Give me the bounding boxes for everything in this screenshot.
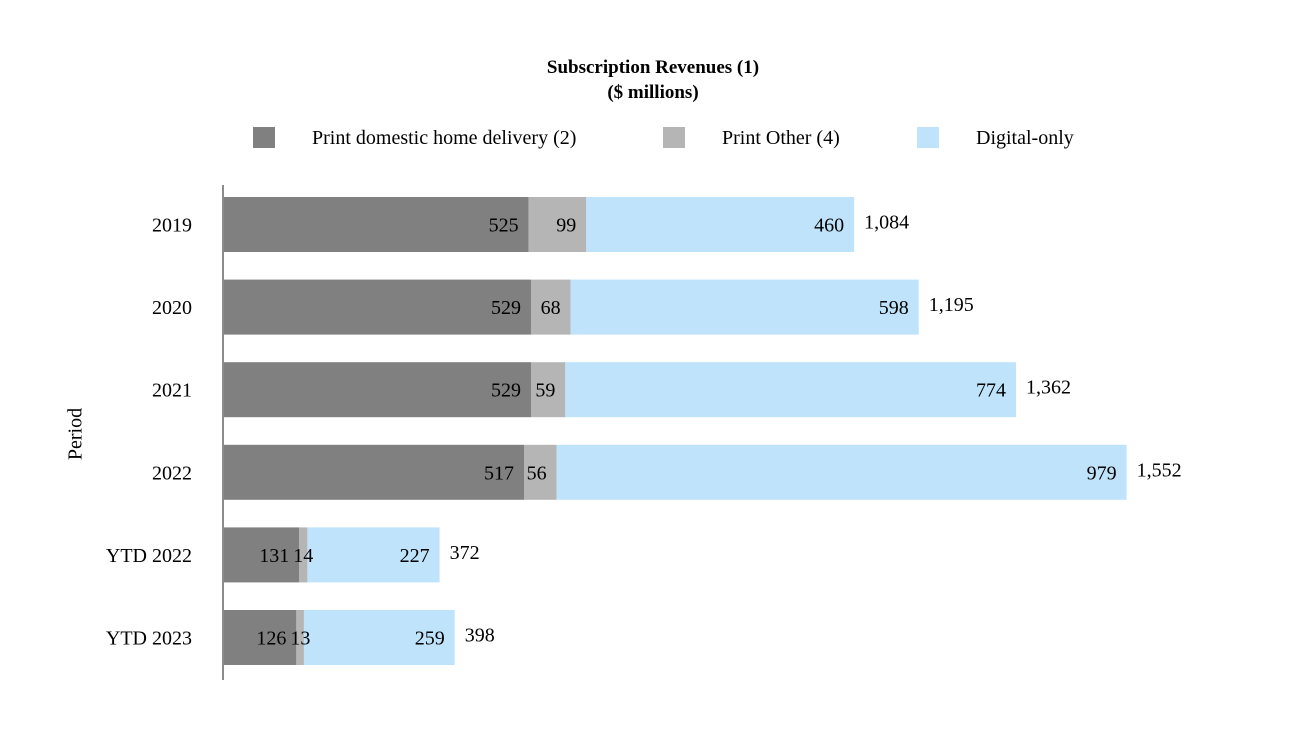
data-label: 126 xyxy=(256,628,286,650)
bar-segment xyxy=(223,197,529,252)
data-label: 59 xyxy=(535,380,555,402)
data-label: 774 xyxy=(976,380,1006,402)
data-label: 529 xyxy=(491,297,521,319)
bar-segment xyxy=(223,444,524,500)
total-label: 1,195 xyxy=(929,294,974,316)
bar-segment xyxy=(570,279,919,335)
bar-segment xyxy=(223,610,297,665)
data-label: 979 xyxy=(1087,462,1117,484)
bar-segment xyxy=(586,197,855,252)
legend-label-digital-only: Digital-only xyxy=(976,127,1074,149)
category-label: 2019 xyxy=(152,215,192,237)
legend-label-print-other: Print Other (4) xyxy=(722,127,840,149)
data-label: 131 xyxy=(259,545,289,567)
legend-swatch-digital-only xyxy=(917,127,939,148)
legend-label-print-domestic: Print domestic home delivery (2) xyxy=(312,127,577,149)
category-label: 2021 xyxy=(152,380,192,402)
bar-segment xyxy=(556,444,1127,500)
category-label: 2020 xyxy=(152,297,192,319)
data-label: 68 xyxy=(541,297,561,319)
bar-segment xyxy=(565,362,1016,418)
chart-subtitle: ($ millions) xyxy=(607,82,699,103)
total-label: 372 xyxy=(450,542,480,564)
category-label: YTD 2023 xyxy=(106,628,192,650)
bar-segment xyxy=(523,444,557,500)
chart-title: Subscription Revenues (1) xyxy=(546,57,760,78)
total-label: 1,362 xyxy=(1026,377,1071,399)
bar-segment xyxy=(530,362,566,418)
bar-segment xyxy=(299,527,308,583)
data-label: 13 xyxy=(290,628,310,650)
data-label: 259 xyxy=(415,628,445,650)
data-label: 227 xyxy=(400,545,430,567)
total-label: 1,084 xyxy=(864,212,909,234)
bar-segment xyxy=(223,279,531,335)
data-label: 529 xyxy=(491,380,521,402)
data-label: 99 xyxy=(556,215,576,237)
data-label: 460 xyxy=(814,215,844,237)
legend-swatch-print-other xyxy=(663,127,685,148)
legend-swatch-print-domestic xyxy=(253,127,275,148)
data-label: 517 xyxy=(484,462,514,484)
bar-segment xyxy=(303,610,455,665)
bar-segment xyxy=(223,527,300,583)
bar-segment xyxy=(296,610,304,665)
category-label: YTD 2022 xyxy=(106,545,192,567)
total-label: 398 xyxy=(465,625,495,647)
bar-segment xyxy=(530,279,571,335)
data-label: 598 xyxy=(879,297,909,319)
data-label: 56 xyxy=(527,462,547,484)
bar-segment xyxy=(223,362,531,418)
bar-segment xyxy=(528,197,587,252)
category-label: 2022 xyxy=(152,462,192,484)
total-label: 1,552 xyxy=(1137,459,1182,481)
bar-segment xyxy=(307,527,440,583)
data-label: 525 xyxy=(489,215,519,237)
data-label: 14 xyxy=(293,545,313,567)
